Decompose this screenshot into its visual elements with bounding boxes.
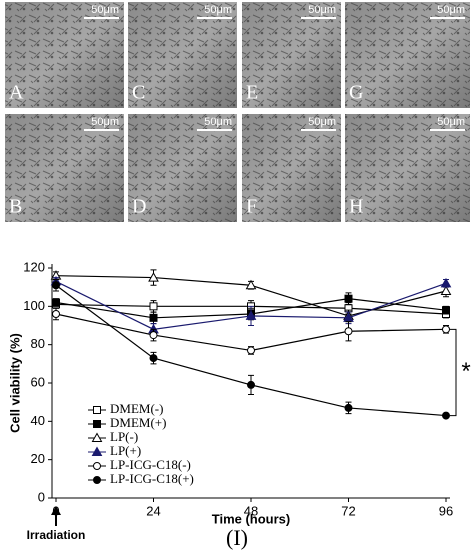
x-tick-label: 48	[244, 503, 258, 518]
marker	[245, 279, 257, 290]
marker	[442, 411, 450, 420]
x-tick-label: 24	[146, 503, 160, 518]
micrograph-texture	[242, 2, 341, 108]
marker	[149, 354, 158, 363]
panel-label: A	[9, 82, 24, 104]
marker	[344, 327, 353, 336]
marker	[52, 310, 60, 318]
micrograph-texture	[345, 114, 470, 222]
micrograph-texture	[128, 114, 237, 222]
legend-marker	[93, 462, 101, 470]
legend-marker	[93, 476, 101, 484]
scale-label: 50μm	[91, 4, 119, 16]
legend-label: LP-ICG-C18(+)	[110, 471, 194, 486]
marker	[247, 346, 255, 355]
scale-label: 50μm	[437, 116, 465, 128]
significance-bracket	[450, 328, 457, 417]
legend-marker	[93, 406, 101, 414]
marker	[149, 313, 158, 322]
irradiation-label: Irradiation	[27, 528, 86, 542]
marker	[52, 298, 60, 307]
y-tick-label: 100	[23, 298, 45, 313]
marker	[149, 331, 158, 340]
figure-label: (I)	[226, 525, 248, 550]
marker	[440, 277, 452, 288]
x-tick-label: 96	[439, 503, 453, 518]
panel-label: B	[9, 196, 22, 218]
marker	[344, 294, 353, 303]
legend-label: DMEM(+)	[110, 415, 166, 430]
legend-label: DMEM(-)	[110, 401, 163, 416]
scale-label: 50μm	[437, 4, 465, 16]
scale-label: 50μm	[204, 116, 232, 128]
micrograph-texture	[5, 114, 124, 222]
legend-marker	[91, 446, 103, 456]
y-tick-label: 60	[31, 374, 45, 389]
x-tick-label: 72	[341, 503, 355, 518]
legend-label: LP(+)	[110, 443, 141, 458]
marker	[247, 380, 255, 389]
panel-label: H	[349, 196, 363, 218]
y-tick-label: 0	[38, 489, 45, 504]
scale-label: 50μm	[204, 4, 232, 16]
marker	[440, 285, 452, 295]
y-axis-label: Cell viability (%)	[7, 333, 22, 433]
y-tick-label: 80	[31, 336, 45, 351]
legend-label: LP-ICG-C18(-)	[110, 457, 191, 472]
micrograph-texture	[345, 2, 470, 108]
micrograph-panels: A 50μm C 50μm E 50μm G 50μm B 50μm D 50μm F 50μm H 50μm	[5, 2, 470, 222]
panel-label: C	[132, 82, 145, 104]
panel-label: E	[246, 82, 258, 104]
significance-label: *	[461, 358, 470, 385]
marker	[149, 302, 158, 311]
micrograph-texture	[5, 2, 124, 108]
panel-label: G	[349, 82, 363, 104]
scale-label: 50μm	[91, 116, 119, 128]
legend-marker	[93, 420, 101, 428]
micrograph-texture	[128, 2, 237, 108]
y-tick-label: 40	[31, 413, 45, 428]
marker	[245, 310, 257, 320]
micrograph-texture	[242, 114, 341, 222]
x-axis-label: Time (hours)	[212, 511, 291, 526]
marker	[148, 272, 159, 282]
marker	[442, 325, 450, 334]
line-chart: 020406080100120024487296Cell viability (…	[7, 259, 470, 542]
marker	[344, 403, 353, 412]
legend-label: LP(-)	[110, 429, 138, 444]
scale-label: 50μm	[308, 116, 336, 128]
panel-label: F	[246, 196, 257, 218]
marker	[442, 306, 450, 315]
marker	[52, 281, 60, 290]
y-tick-label: 20	[31, 451, 45, 466]
y-tick-label: 120	[23, 259, 45, 274]
panel-label: D	[132, 196, 146, 218]
irradiation-arrowhead	[51, 506, 61, 515]
scale-label: 50μm	[308, 4, 336, 16]
legend-marker	[91, 432, 103, 442]
